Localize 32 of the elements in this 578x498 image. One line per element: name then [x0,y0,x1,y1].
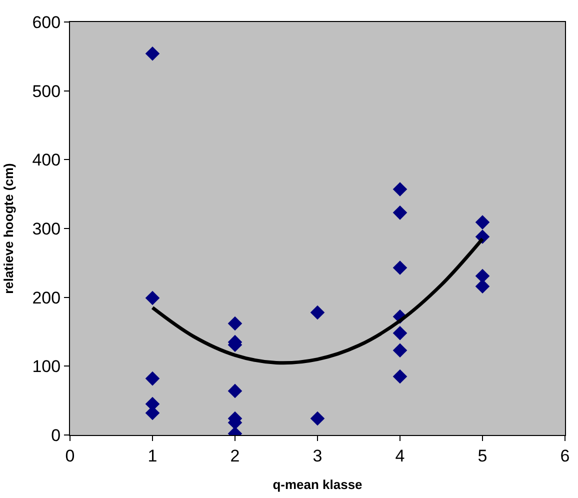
y-tick-label: 200 [32,288,61,308]
point [392,182,408,196]
y-tick-label: 600 [32,12,61,32]
point [392,369,408,384]
y-tick-label: 100 [32,357,61,376]
point [392,343,408,358]
point [228,316,242,331]
point [145,46,160,61]
x-tick-label: 2 [230,446,240,466]
point [392,260,408,275]
x-tick-label: 5 [478,446,488,466]
point [310,411,325,426]
point [310,305,325,320]
x-tick-label: 3 [312,446,322,466]
point [475,279,490,294]
y-tick-label: 500 [32,82,61,101]
point [228,384,242,398]
x-axis-title: q-mean klasse [272,477,362,492]
point [145,371,160,386]
y-tick-label: 400 [32,150,61,170]
x-tick-label: 4 [395,446,405,466]
point [475,268,490,284]
point [392,326,408,340]
point [145,290,160,306]
y-tick-label: 0 [51,426,61,445]
point [475,215,490,230]
x-tick-label: 1 [148,446,158,466]
y-axis-title: relatieve hoogte (cm) [1,163,16,294]
x-tick-label: 6 [560,446,570,466]
y-tick-label: 300 [32,219,61,238]
x-tick-label: 0 [65,446,75,466]
point [392,206,408,220]
